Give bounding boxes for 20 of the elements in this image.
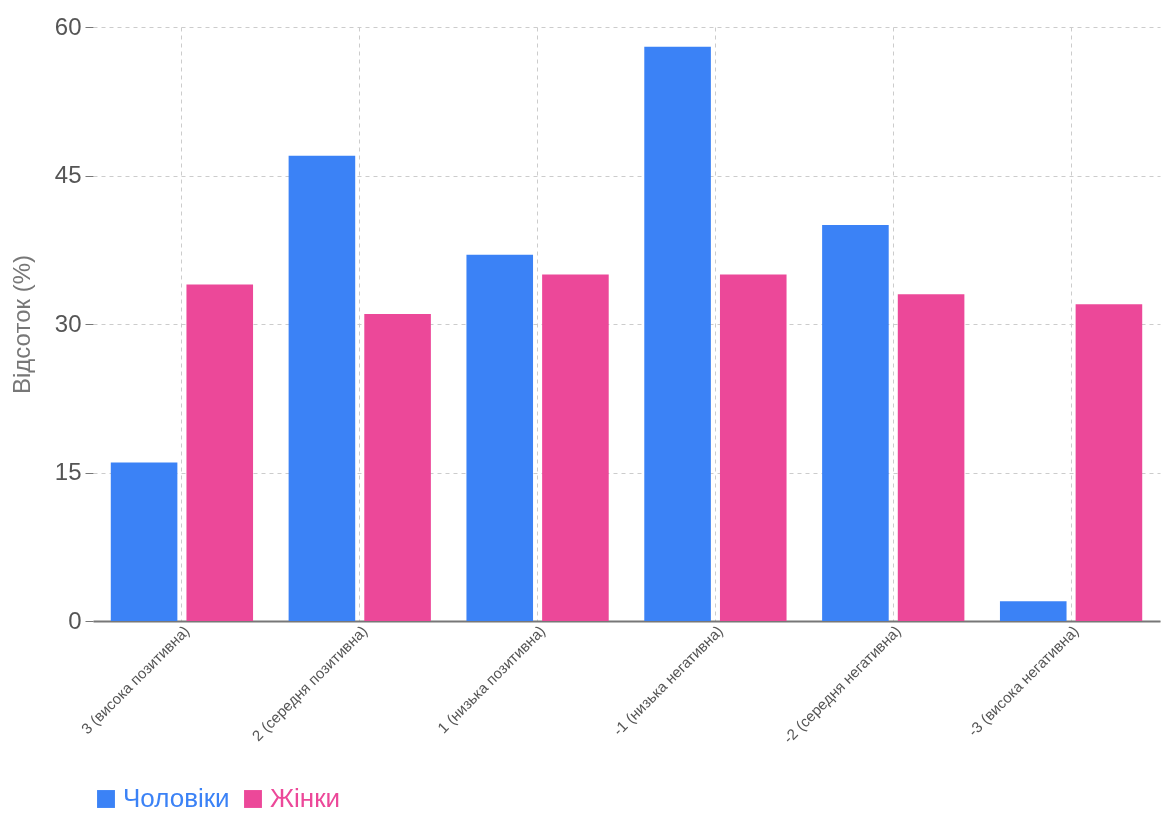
legend-label: Чоловіки	[123, 783, 230, 813]
bar	[542, 274, 609, 621]
y-axis-title: Відсоток (%)	[7, 255, 35, 394]
y-tick-label: 60	[54, 12, 82, 40]
bar	[186, 284, 254, 621]
bar	[897, 294, 965, 621]
y-tick-label: 30	[54, 309, 82, 337]
bar	[1075, 304, 1143, 621]
bar	[719, 274, 787, 621]
legend-label: Жінки	[270, 783, 341, 813]
y-tick-label: 45	[54, 161, 82, 188]
bar	[999, 601, 1067, 621]
bar	[364, 314, 431, 621]
bar	[822, 225, 889, 621]
y-tick-label: 0	[68, 606, 82, 634]
y-tick-label: 15	[54, 458, 82, 485]
bar	[110, 462, 178, 621]
bar	[466, 254, 534, 621]
bar	[288, 155, 356, 621]
bar	[644, 46, 711, 621]
